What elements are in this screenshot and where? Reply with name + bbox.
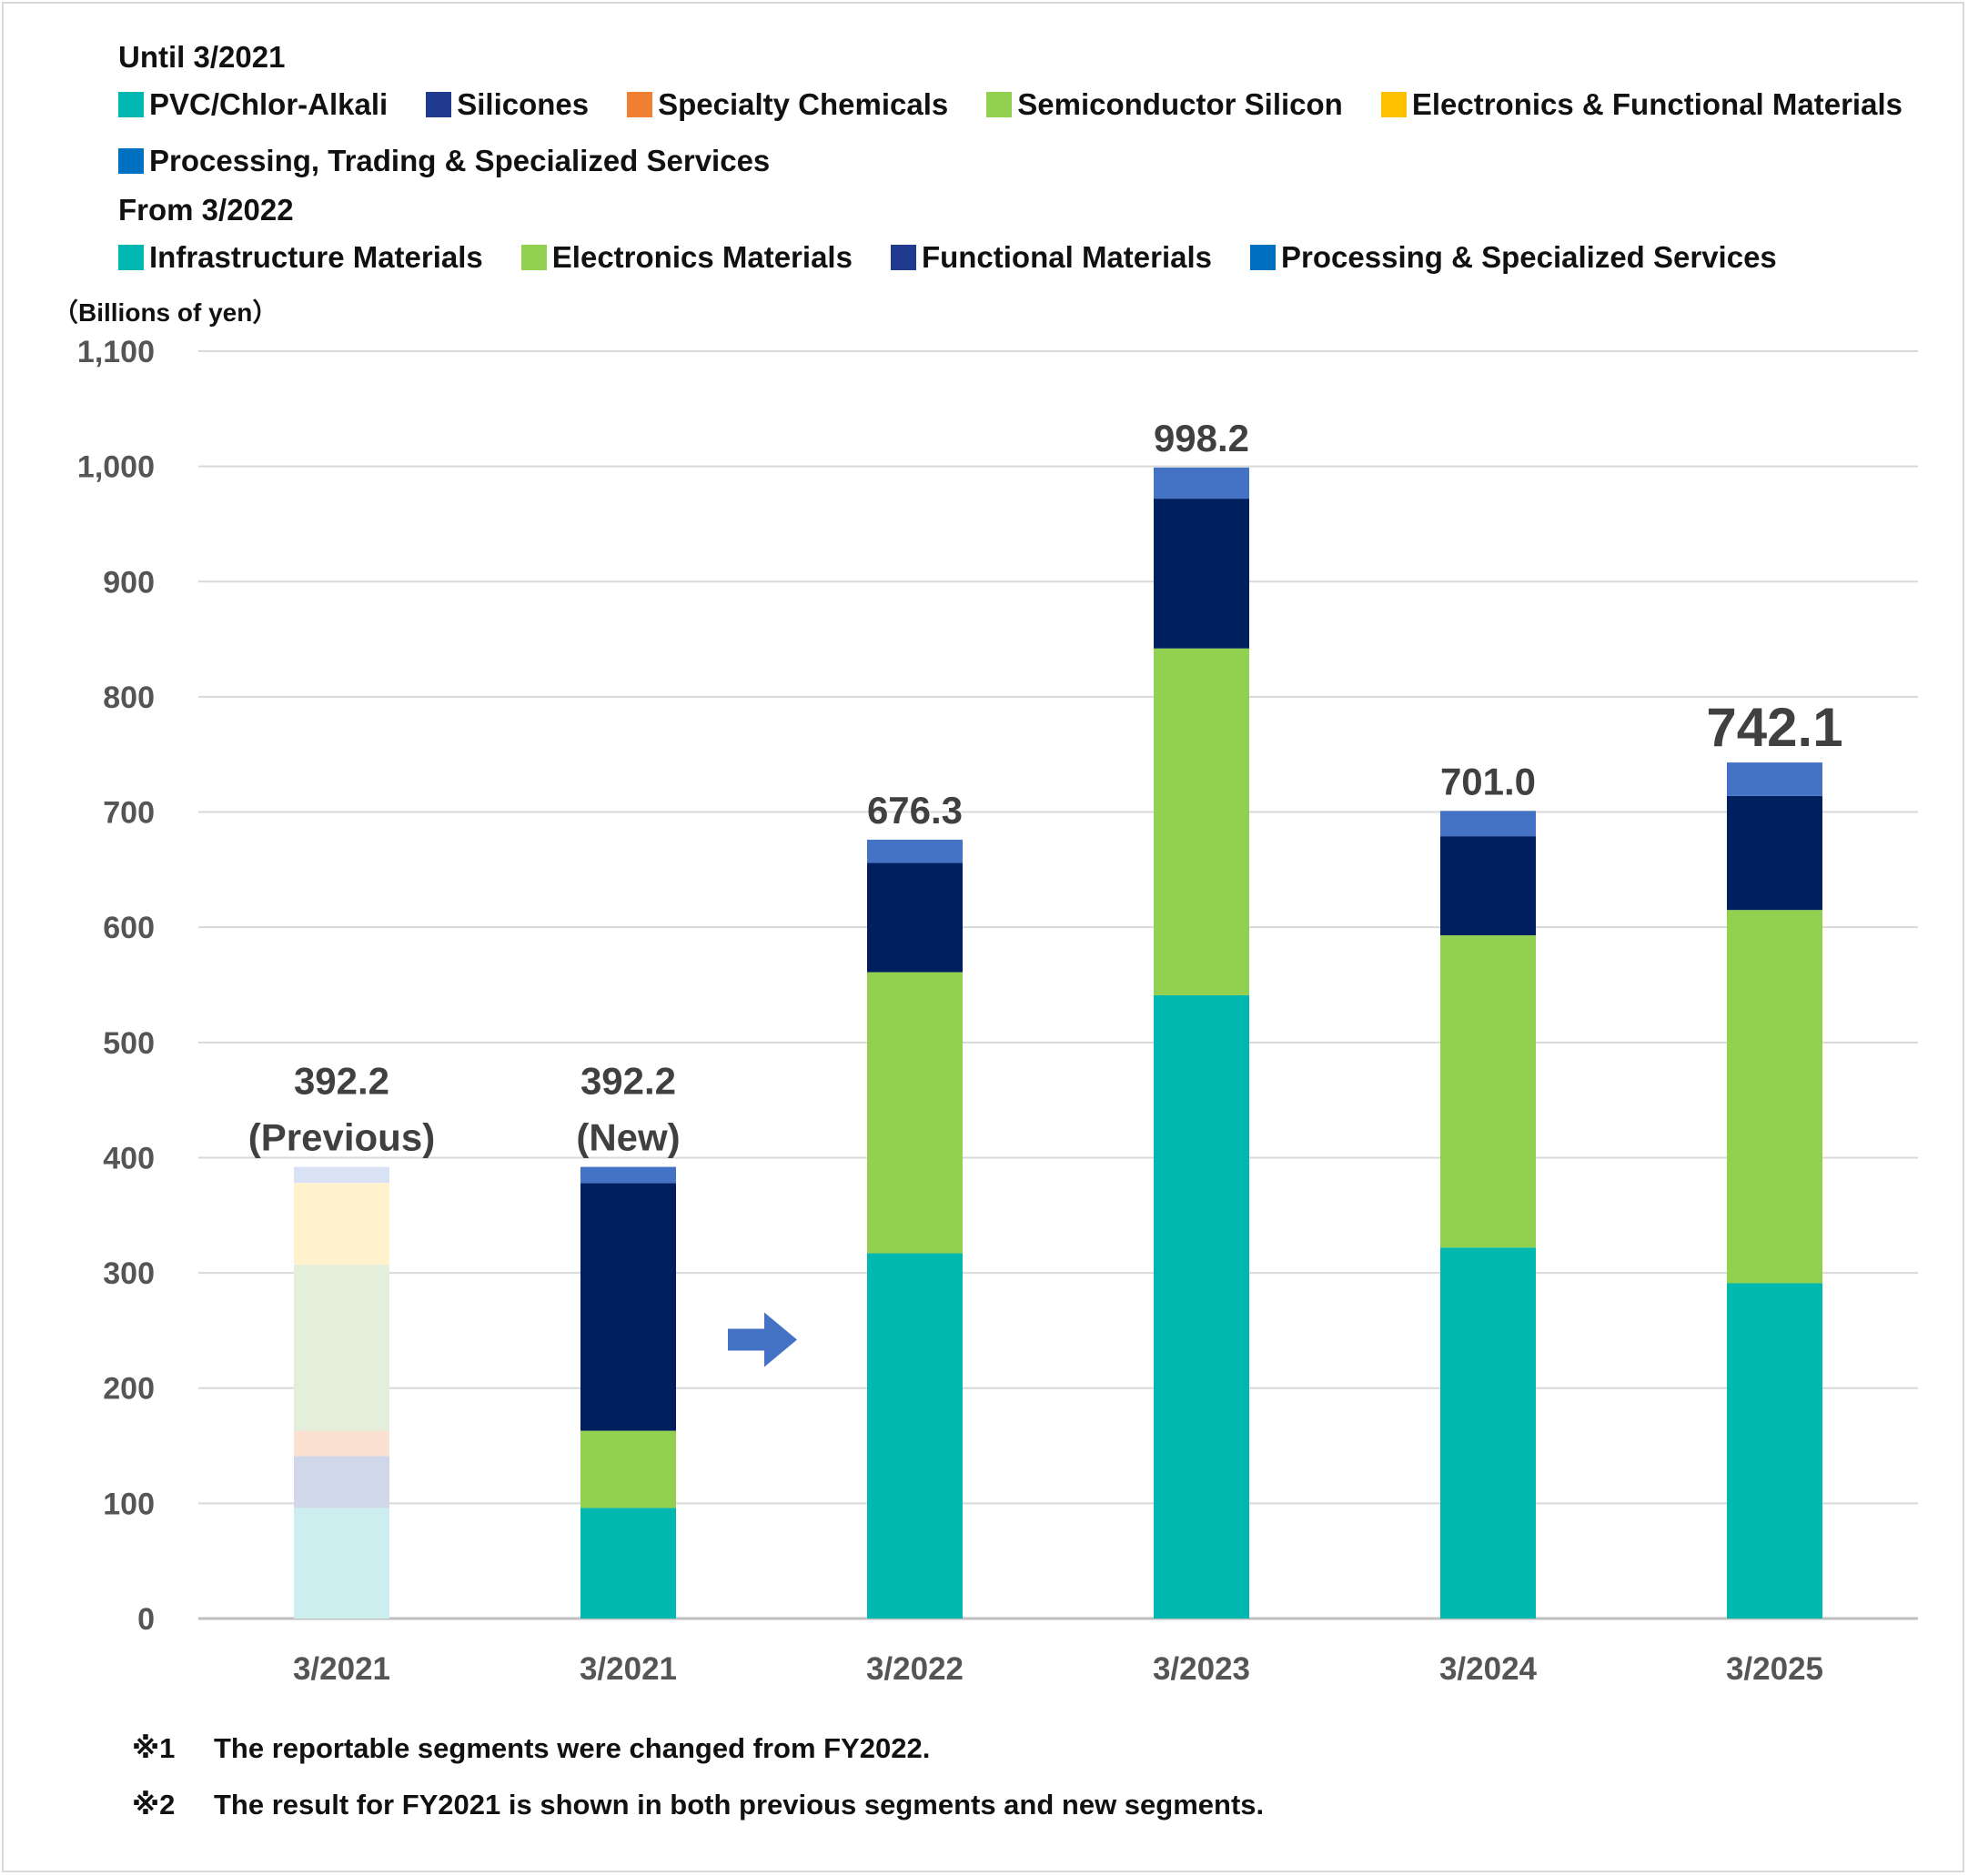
- total-label: 998.2: [1154, 417, 1249, 459]
- bar-segment: [1154, 648, 1249, 995]
- legend-item-infrastructure: Infrastructure Materials: [118, 240, 483, 275]
- bar-segment: [1440, 1247, 1536, 1619]
- legend-item-pvc: PVC/Chlor-Alkali: [118, 87, 388, 122]
- legend-label: Functional Materials: [921, 240, 1213, 274]
- total-label: 701.0: [1440, 760, 1536, 802]
- footnote-1: ※1 The reportable segments were changed f…: [132, 1732, 930, 1765]
- y-tick-label: 100: [103, 1487, 155, 1521]
- y-tick-label: 1,100: [77, 335, 155, 369]
- bar-segment: [867, 1253, 963, 1619]
- x-tick-label: 3/2025: [1726, 1651, 1823, 1687]
- bar-segment: [1154, 467, 1249, 499]
- legend-heading-until: Until 3/2021: [118, 40, 286, 74]
- bar-segment: [1440, 935, 1536, 1248]
- bar-segment: [580, 1430, 676, 1508]
- bar-segment: [1154, 994, 1249, 1619]
- legend-label: Processing, Trading & Specialized Servic…: [149, 144, 771, 177]
- y-tick-label: 800: [103, 681, 155, 715]
- bar-segment: [1440, 836, 1536, 936]
- legend-label: Semiconductor Silicon: [1017, 87, 1343, 121]
- total-label: 392.2: [580, 1060, 676, 1103]
- footnote-2: ※2 The result for FY2021 is shown in both…: [132, 1789, 1264, 1821]
- total-label: (Previous): [248, 1116, 435, 1159]
- y-tick-label: 400: [103, 1141, 155, 1175]
- footnote-text: The reportable segments were changed fro…: [214, 1732, 931, 1764]
- total-label: 676.3: [867, 789, 963, 832]
- bar-segment: [1727, 910, 1822, 1284]
- legend-item-functional-materials: Functional Materials: [890, 240, 1213, 275]
- y-tick-label: 700: [103, 796, 155, 831]
- bar-segment: [867, 972, 963, 1254]
- y-tick-label: 600: [103, 911, 155, 945]
- y-tick-label: 1,000: [77, 450, 155, 485]
- legend-label: Electronics & Functional Materials: [1411, 87, 1902, 121]
- legend-label: Electronics Materials: [551, 240, 853, 274]
- legend-swatch: [118, 148, 144, 174]
- footnote-text: The result for FY2021 is shown in both p…: [214, 1789, 1265, 1821]
- legend-item-processing-specialized: Processing & Specialized Services: [1250, 240, 1777, 275]
- legend-item-electronics-materials: Electronics Materials: [520, 240, 853, 275]
- legend-row-until-2: Processing, Trading & Specialized Servic…: [118, 144, 808, 178]
- legend-row-until-1: PVC/Chlor-Alkali Silicones Specialty Che…: [118, 87, 1941, 122]
- legend-label: PVC/Chlor-Alkali: [149, 87, 389, 121]
- legend-heading-from: From 3/2022: [118, 193, 294, 227]
- bar-segment: [580, 1183, 676, 1431]
- bar-segment: [867, 839, 963, 863]
- legend-swatch: [118, 245, 144, 270]
- bar-segment: [1727, 762, 1822, 796]
- bar-segment: [1154, 499, 1249, 649]
- legend-swatch: [426, 92, 452, 117]
- legend-swatch: [118, 92, 144, 117]
- bar-segment: [1727, 1283, 1822, 1619]
- legend-item-processing-trading: Processing, Trading & Specialized Servic…: [118, 144, 770, 178]
- total-label: 392.2: [294, 1060, 389, 1103]
- bar-segment: [1727, 795, 1822, 911]
- segment-change-arrow-icon: [728, 1312, 797, 1367]
- legend-label: Infrastructure Materials: [149, 240, 483, 274]
- legend-item-semiconductor-silicon: Semiconductor Silicon: [986, 87, 1343, 122]
- x-tick-label: 3/2024: [1439, 1651, 1538, 1687]
- legend-swatch: [890, 245, 916, 270]
- legend-swatch: [1250, 245, 1277, 270]
- x-tick-label: 3/2021: [293, 1651, 390, 1687]
- x-tick-label: 3/2023: [1153, 1651, 1250, 1687]
- legend-swatch: [520, 245, 547, 270]
- bar-segment: [580, 1166, 676, 1184]
- footnote-mark: ※1: [132, 1732, 176, 1764]
- y-tick-label: 300: [103, 1256, 155, 1291]
- x-tick-label: 3/2021: [580, 1651, 677, 1687]
- legend-swatch: [627, 92, 653, 117]
- x-tick-label: 3/2022: [866, 1651, 964, 1687]
- footnote-mark: ※2: [132, 1789, 176, 1821]
- bar-segment: [294, 1265, 389, 1431]
- y-tick-label: 200: [103, 1372, 155, 1407]
- legend-item-specialty-chemicals: Specialty Chemicals: [627, 87, 948, 122]
- y-tick-label: 900: [103, 565, 155, 600]
- legend-item-electronics-functional: Electronics & Functional Materials: [1380, 87, 1902, 122]
- y-tick-label: 0: [137, 1602, 155, 1637]
- total-label: (New): [576, 1116, 680, 1159]
- bar-segment: [580, 1508, 676, 1619]
- legend-item-silicones: Silicones: [426, 87, 589, 122]
- bar-segment: [294, 1166, 389, 1184]
- legend-swatch: [1380, 92, 1407, 117]
- bar-segment: [294, 1183, 389, 1266]
- legend-label: Specialty Chemicals: [658, 87, 949, 121]
- legend-label: Processing & Specialized Services: [1281, 240, 1777, 274]
- y-tick-label: 500: [103, 1026, 155, 1061]
- bar-segment: [294, 1508, 389, 1619]
- bar-segment: [294, 1430, 389, 1457]
- bar-segment: [294, 1456, 389, 1508]
- bar-segment: [1440, 811, 1536, 837]
- legend-label: Silicones: [457, 87, 590, 121]
- unit-label: （Billions of yen）: [53, 298, 278, 327]
- total-label: 742.1: [1706, 697, 1842, 758]
- legend-swatch: [986, 92, 1013, 117]
- legend-row-from: Infrastructure Materials Electronics Mat…: [118, 240, 1815, 275]
- bar-segment: [867, 862, 963, 973]
